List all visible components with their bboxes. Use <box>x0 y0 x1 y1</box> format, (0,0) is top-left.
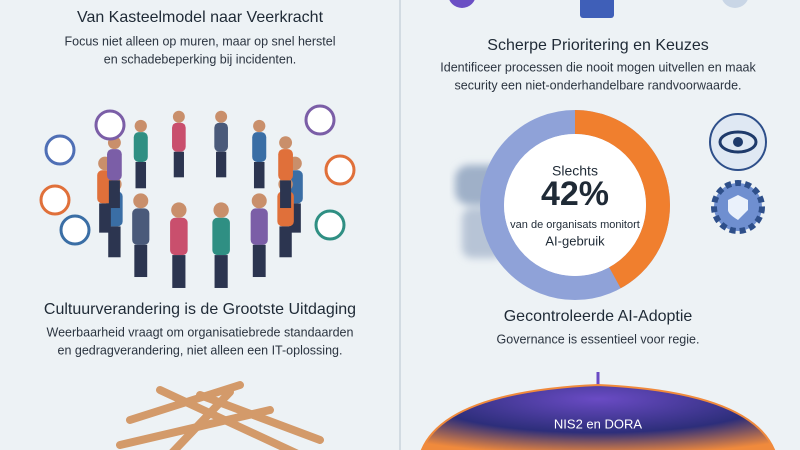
icon-bubble <box>39 184 71 216</box>
donut-hole <box>504 134 646 276</box>
section-title: Van Kasteelmodel naar Veerkracht <box>77 9 324 26</box>
icon-bubble <box>324 154 356 186</box>
icon-bubble <box>94 109 126 141</box>
person-body <box>133 132 148 162</box>
person-body <box>107 149 122 181</box>
stick <box>196 391 324 444</box>
stat-value: 42% <box>541 175 609 213</box>
person-legs <box>279 226 292 258</box>
person-head <box>213 202 229 218</box>
stick <box>126 381 244 424</box>
pupil <box>733 137 743 147</box>
section-text: Governance is essentieel voor regie. <box>497 332 700 346</box>
person-legs <box>216 151 227 178</box>
person-body <box>214 122 228 152</box>
icon-partial <box>580 0 614 18</box>
person-head <box>253 119 266 133</box>
icon-bubble <box>314 209 346 241</box>
person-body <box>172 122 186 152</box>
gear-icon <box>711 180 765 234</box>
icon-bubble <box>304 104 336 136</box>
person-body <box>170 217 188 256</box>
umbrella-canopy <box>420 383 776 450</box>
person-body <box>252 132 267 162</box>
person-head <box>134 119 147 133</box>
person-legs <box>252 244 266 278</box>
stat-text: van de organisats monitort <box>510 219 640 231</box>
person-body <box>278 149 293 181</box>
person-body <box>250 208 268 245</box>
person-head <box>279 136 293 150</box>
person-legs <box>135 161 147 189</box>
section-text: Weerbaarheid vraagt om organisatiebrede … <box>47 325 354 339</box>
icon-partial <box>722 0 748 8</box>
section-text: en schadebeperking bij incidenten. <box>104 52 297 66</box>
person-legs <box>172 255 186 288</box>
section-text: en gedragverandering, niet alleen een IT… <box>58 343 343 357</box>
donut-arc <box>480 110 670 300</box>
stick <box>116 406 274 449</box>
icon-bubble <box>44 134 76 166</box>
umbrella: NIS2 en DORA <box>420 372 776 450</box>
person-legs <box>289 203 301 233</box>
section-title: Scherpe Prioritering en Keuzes <box>487 37 708 54</box>
person-body <box>132 208 150 245</box>
section-text: security een niet-onderhandelbare randvo… <box>455 78 742 92</box>
icon-partial <box>449 0 475 8</box>
eye <box>718 130 758 154</box>
person-legs <box>214 255 228 288</box>
stat-intro: Slechts <box>552 163 598 179</box>
umbrella-label: NIS2 en DORA <box>554 416 642 431</box>
person-legs <box>134 244 148 278</box>
person-legs <box>99 203 111 233</box>
person-legs <box>108 180 120 209</box>
person-legs <box>253 161 265 189</box>
person-legs <box>108 226 121 258</box>
section-text: Focus niet alleen op muren, maar op snel… <box>65 34 336 48</box>
person-head <box>251 193 267 209</box>
people-circle <box>39 104 356 288</box>
section-title: Gecontroleerde AI-Adoptie <box>504 308 693 325</box>
person-legs <box>280 180 292 209</box>
shield <box>728 195 748 220</box>
person-head <box>133 193 149 209</box>
sticks <box>116 381 324 450</box>
section-title: Cultuurverandering is de Grootste Uitdag… <box>44 301 356 318</box>
person-head <box>172 110 185 123</box>
icon-bubble <box>59 214 91 246</box>
person-legs <box>173 151 184 178</box>
eye-icon <box>709 113 767 171</box>
stat-text: AI-gebruik <box>545 233 605 248</box>
person-head <box>215 110 228 123</box>
person-head <box>171 202 187 218</box>
person-body <box>212 217 230 256</box>
section-text: Identificeer processen die nooit mogen u… <box>440 60 756 74</box>
